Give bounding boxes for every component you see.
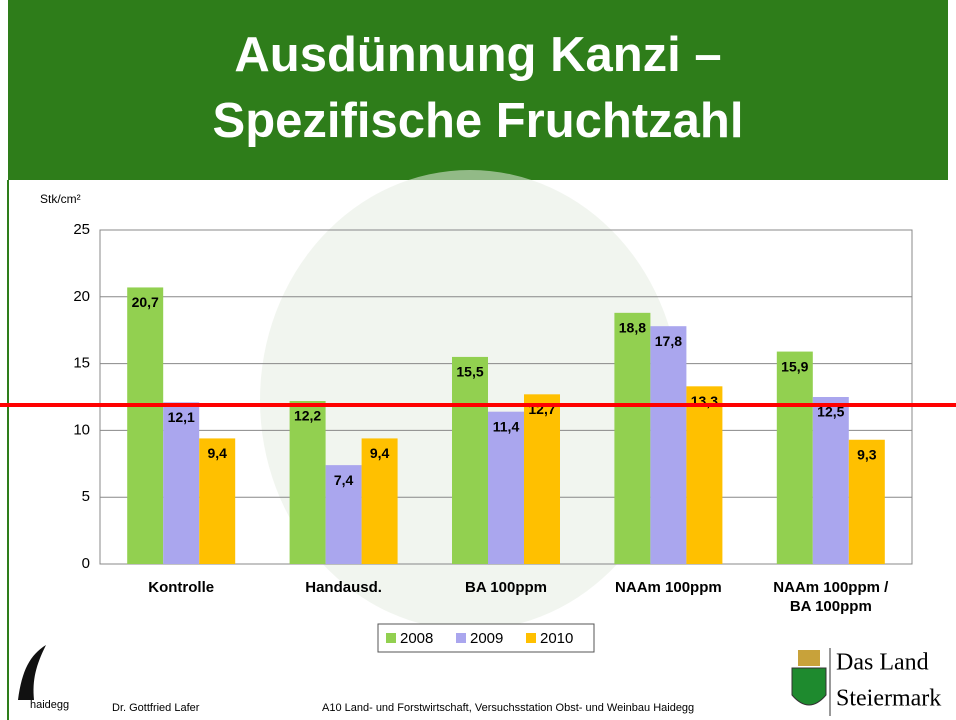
y-tick-label: 10 bbox=[73, 421, 90, 438]
x-tick-label: Kontrolle bbox=[148, 579, 215, 596]
bar bbox=[127, 287, 164, 564]
bar bbox=[848, 439, 885, 564]
value-label: 9,4 bbox=[370, 445, 390, 461]
logo-line2: Steiermark bbox=[836, 686, 941, 712]
footer-author: Dr. Gottfried Lafer bbox=[112, 702, 200, 714]
value-label: 15,9 bbox=[781, 358, 808, 374]
legend-label: 2010 bbox=[540, 630, 573, 647]
y-tick-label: 5 bbox=[82, 488, 90, 505]
steiermark-shield bbox=[791, 667, 827, 706]
legend-swatch bbox=[386, 633, 396, 643]
bar bbox=[361, 438, 398, 564]
crown bbox=[798, 650, 820, 666]
bar bbox=[812, 397, 849, 564]
bar bbox=[452, 356, 488, 564]
value-label: 20,7 bbox=[132, 294, 159, 310]
value-label: 9,3 bbox=[857, 446, 877, 462]
title-band bbox=[8, 0, 948, 180]
y-tick-label: 15 bbox=[73, 355, 90, 372]
slide-title: Ausdünnung Kanzi – Spezifische Fruchtzah… bbox=[212, 28, 744, 148]
value-label: 18,8 bbox=[619, 320, 646, 336]
legend-swatch bbox=[456, 633, 466, 643]
value-label: 12,2 bbox=[294, 408, 321, 424]
x-tick-label: BA 100ppm bbox=[465, 579, 547, 596]
legend-box bbox=[377, 623, 595, 653]
value-label: 17,8 bbox=[655, 333, 682, 349]
legend-label: 2008 bbox=[400, 630, 433, 647]
value-label: 12,1 bbox=[168, 409, 195, 425]
bar bbox=[488, 411, 524, 564]
footer-institution: A10 Land- und Forstwirtschaft, Versuchss… bbox=[322, 702, 694, 714]
y-tick-label: 20 bbox=[73, 288, 90, 305]
bar bbox=[199, 438, 236, 564]
bar bbox=[325, 465, 362, 564]
bar bbox=[686, 386, 723, 564]
bar bbox=[524, 394, 560, 564]
value-label: 7,4 bbox=[334, 472, 354, 488]
bar bbox=[614, 312, 651, 564]
value-label: 11,4 bbox=[493, 418, 520, 434]
bar bbox=[163, 402, 200, 564]
y-axis-label: Stk/cm² bbox=[40, 192, 81, 206]
legend-label: 2009 bbox=[470, 630, 503, 647]
legend-swatch bbox=[526, 633, 536, 643]
logo-line1: Das Land bbox=[836, 650, 929, 676]
x-tick-label: NAAm 100ppm bbox=[615, 579, 722, 596]
value-label: 15,5 bbox=[456, 364, 483, 380]
haidegg-logo bbox=[18, 645, 46, 700]
x-tick-label: Handausd. bbox=[305, 579, 382, 596]
x-tick-label: NAAm 100ppm / BA 100ppm bbox=[773, 579, 889, 615]
footer-logo-text: haidegg bbox=[30, 699, 69, 711]
bar bbox=[776, 351, 813, 564]
y-tick-label: 0 bbox=[82, 555, 90, 572]
value-label: 9,4 bbox=[207, 445, 227, 461]
bar bbox=[650, 326, 687, 564]
value-label: 12,5 bbox=[817, 404, 844, 420]
y-tick-label: 25 bbox=[73, 221, 90, 238]
bar bbox=[289, 401, 326, 564]
